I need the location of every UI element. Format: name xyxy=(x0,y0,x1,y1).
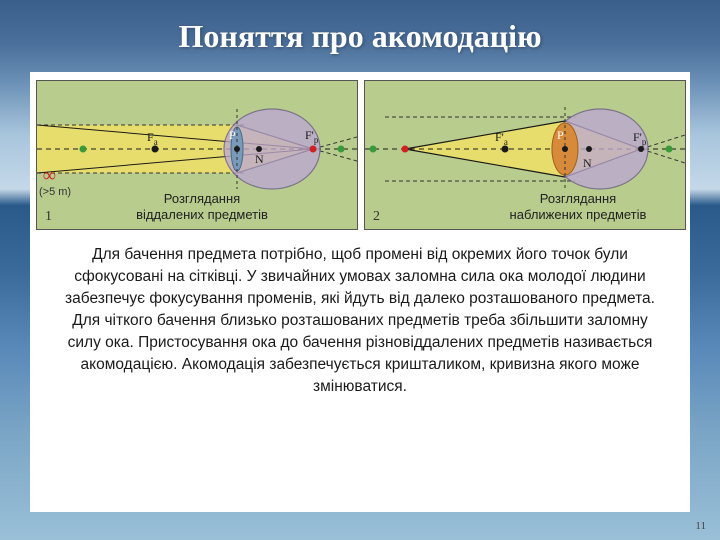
svg-text:N: N xyxy=(255,152,264,166)
slide-title: Поняття про акомодацію xyxy=(0,18,720,55)
panel-number-2: 2 xyxy=(373,209,380,225)
body-paragraph: Для бачення предмета потрібно, щоб проме… xyxy=(36,236,684,398)
page-number: 11 xyxy=(695,520,706,532)
diagram-distant: Fa P N F'p ∞ (>5 m) 1 Розглядання віддал… xyxy=(36,80,358,230)
svg-text:N: N xyxy=(583,156,592,170)
svg-text:P: P xyxy=(229,128,236,142)
svg-text:P: P xyxy=(557,128,564,142)
infinity-symbol: ∞ xyxy=(43,165,56,185)
panel-number-1: 1 xyxy=(45,209,52,225)
caption-distant: Розглядання віддалених предметів xyxy=(132,191,272,224)
diagram-near: F'a P N F'p 2 Розглядання наближених пре… xyxy=(364,80,686,230)
diagram-row: Fa P N F'p ∞ (>5 m) 1 Розглядання віддал… xyxy=(36,80,684,230)
caption-near: Розглядання наближених предметів xyxy=(503,191,653,224)
svg-text:(>5 m): (>5 m) xyxy=(39,186,71,198)
content-panel: Fa P N F'p ∞ (>5 m) 1 Розглядання віддал… xyxy=(30,72,690,512)
